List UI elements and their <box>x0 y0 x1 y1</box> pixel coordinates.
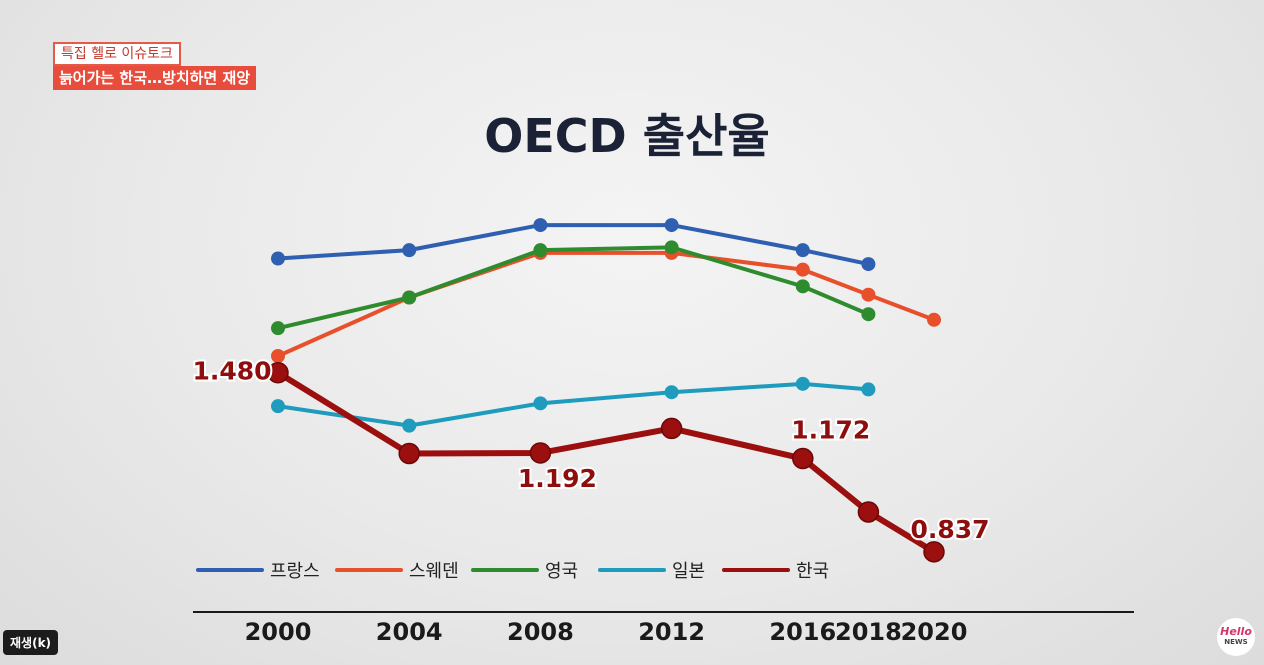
data-point-0-2 <box>533 218 548 233</box>
data-point-0-4 <box>795 243 810 258</box>
x-tick-label-1: 2004 <box>376 618 443 646</box>
data-point-3-1 <box>402 418 417 433</box>
data-point-2-4 <box>795 279 810 294</box>
hello-news-logo: Hello NEWS <box>1216 617 1256 657</box>
data-point-3-0 <box>271 399 285 414</box>
series-line-0 <box>276 223 871 267</box>
data-point-2-2 <box>533 243 548 258</box>
logo-line1: Hello <box>1220 625 1252 638</box>
data-point-4-4 <box>792 447 814 470</box>
data-point-2-3 <box>664 240 679 255</box>
x-tick-label-2: 2008 <box>507 618 574 646</box>
data-point-0-1 <box>402 243 417 258</box>
legend-label-2: 영국 <box>545 561 578 582</box>
legend-label-3: 일본 <box>672 561 705 582</box>
data-point-2-1 <box>402 290 417 305</box>
data-point-4-6 <box>923 541 945 563</box>
series-line-2 <box>276 245 871 331</box>
data-label-3: 0.837 <box>910 515 989 544</box>
data-label-1: 1.192 <box>518 464 597 493</box>
series-layer <box>267 218 945 563</box>
data-point-1-5 <box>861 287 876 302</box>
x-tick-label-5: 2018 <box>835 618 902 646</box>
data-point-4-5 <box>857 501 880 523</box>
program-label: 특집 헬로 이슈토크 <box>53 42 181 66</box>
data-point-0-5 <box>861 257 876 272</box>
x-tick-label-4: 2016 <box>769 618 836 646</box>
data-point-4-1 <box>398 442 420 465</box>
data-point-3-5 <box>861 382 876 397</box>
headline-caption: 늙어가는 한국…방치하면 재앙 <box>53 66 257 90</box>
data-label-0: 1.480 <box>192 357 271 386</box>
data-label-2: 1.172 <box>791 416 870 445</box>
data-point-3-4 <box>795 376 810 391</box>
data-point-2-5 <box>861 307 876 322</box>
data-point-4-2 <box>529 442 552 464</box>
legend-label-4: 한국 <box>796 561 829 582</box>
legend-label-1: 스웨덴 <box>409 561 459 582</box>
data-point-3-3 <box>664 385 679 400</box>
play-shortcut-badge[interactable]: 재생(k) <box>3 630 59 655</box>
chart-title: OECD 출산율 <box>484 109 769 163</box>
logo-line2: NEWS <box>1224 638 1248 646</box>
legend: 프랑스 스웨덴 영국 일본 한국 <box>196 561 829 582</box>
x-tick-label-3: 2012 <box>638 618 705 646</box>
data-point-0-3 <box>664 218 679 233</box>
data-point-1-0 <box>271 349 285 363</box>
x-tick-label-0: 2000 <box>245 618 312 646</box>
data-labels-layer: 1.480 1.192 1.172 0.837 <box>190 355 991 546</box>
data-point-2-0 <box>271 321 285 336</box>
data-point-4-0 <box>267 361 289 384</box>
data-point-4-3 <box>660 417 683 440</box>
data-point-1-6 <box>927 312 941 327</box>
data-point-1-4 <box>795 262 810 277</box>
series-line-3 <box>276 381 871 428</box>
legend-label-0: 프랑스 <box>270 561 320 582</box>
x-tick-label-6: 2020 <box>901 618 968 646</box>
data-point-3-2 <box>533 396 548 411</box>
data-point-0-0 <box>271 251 285 266</box>
